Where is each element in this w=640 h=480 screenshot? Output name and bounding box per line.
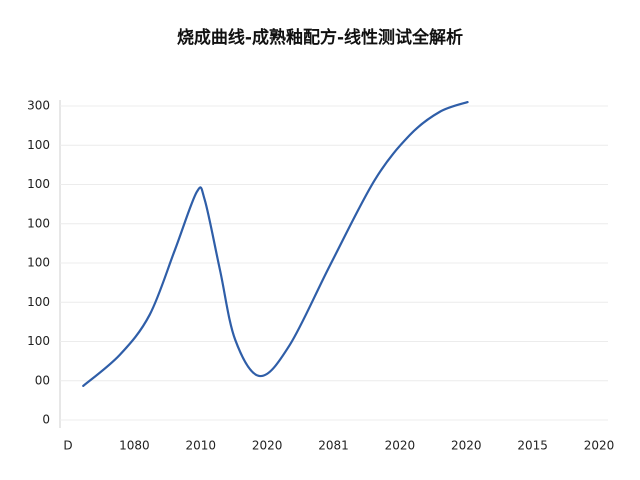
x-tick-label: 2020	[385, 439, 416, 453]
y-tick-label: 0	[42, 413, 50, 427]
y-tick-label: 300	[27, 99, 50, 113]
y-tick-label: 100	[27, 295, 50, 309]
y-tick-label: 100	[27, 138, 50, 152]
x-tick-label: 2015	[517, 439, 548, 453]
x-tick-label: 2081	[318, 439, 349, 453]
x-tick-label: 2010	[185, 439, 216, 453]
y-tick-label: 00	[35, 373, 50, 387]
x-tick-label: 1080	[119, 439, 150, 453]
y-tick-label: 100	[27, 216, 50, 230]
data-line	[82, 100, 469, 387]
y-tick-label: 100	[27, 334, 50, 348]
x-tick-label: 2020	[584, 439, 615, 453]
x-tick-label: 2020	[451, 439, 482, 453]
x-tick-label: D	[63, 439, 72, 453]
x-tick-label: 2020	[252, 439, 283, 453]
y-tick-label: 100	[27, 256, 50, 270]
y-tick-label: 100	[27, 177, 50, 191]
chart-title: 烧成曲线-成熟釉配方-线性测试全解析	[177, 27, 463, 48]
